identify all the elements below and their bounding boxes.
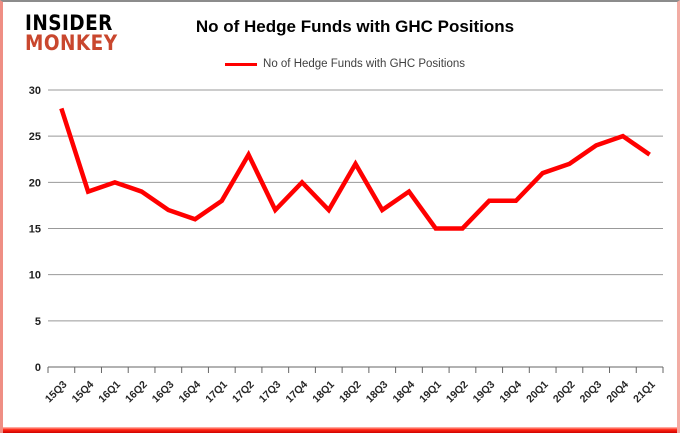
x-tick-label: 18Q2 <box>337 379 364 406</box>
x-tick-label: 15Q4 <box>70 379 97 406</box>
line-chart: 0 5 10 15 20 25 30 15Q3 15Q4 16Q1 16Q2 16Q3 16Q4 17Q1… <box>29 85 664 406</box>
x-tick-label: 16Q3 <box>150 379 177 406</box>
x-tick-label: 18Q3 <box>364 379 391 406</box>
y-tick-label: 30 <box>29 85 41 97</box>
x-tick-label: 15Q3 <box>43 379 70 406</box>
x-tick-label: 19Q2 <box>444 379 471 406</box>
x-tick-label: 17Q1 <box>203 379 230 406</box>
x-tick-label: 21Q1 <box>631 379 658 406</box>
x-tick-label: 17Q4 <box>283 379 310 406</box>
y-tick-label: 15 <box>29 224 41 236</box>
legend-line-swatch <box>225 62 258 66</box>
series-line <box>59 107 651 231</box>
x-tick-label: 18Q1 <box>310 379 337 406</box>
y-tick-label: 10 <box>29 270 41 282</box>
chart-legend: No of Hedge Funds with GHC Positions <box>225 58 465 70</box>
legend-label: No of Hedge Funds with GHC Positions <box>263 58 465 70</box>
chart-title: No of Hedge Funds with GHC Positions <box>195 17 515 36</box>
logo-monkey-text: MONKEY <box>25 31 118 55</box>
x-tick-label: 20Q3 <box>578 379 605 406</box>
x-tick-label: 16Q2 <box>123 379 150 406</box>
bottom-red-bar <box>3 427 677 433</box>
y-tick-label: 5 <box>35 316 41 328</box>
x-tick-label: 19Q4 <box>497 379 524 406</box>
y-tick-label: 20 <box>29 177 41 189</box>
x-tick-label: 19Q3 <box>471 379 498 406</box>
x-tick-label: 19Q1 <box>417 379 444 406</box>
x-tick-label: 20Q4 <box>604 379 631 406</box>
y-tick-label: 0 <box>35 362 41 374</box>
y-tick-label: 25 <box>29 131 41 143</box>
x-tick-label: 20Q2 <box>551 379 578 406</box>
insider-monkey-logo: INSIDER MONKEY <box>25 11 118 55</box>
x-tick-label: 18Q4 <box>390 379 417 406</box>
x-tick-label: 20Q1 <box>524 379 551 406</box>
x-tick-label: 16Q4 <box>177 379 204 406</box>
x-tick-label: 16Q1 <box>96 379 123 406</box>
x-tick-label: 17Q3 <box>257 379 284 406</box>
logo-insider-text: INSIDER <box>25 11 113 35</box>
x-tick-label: 17Q2 <box>230 379 257 406</box>
